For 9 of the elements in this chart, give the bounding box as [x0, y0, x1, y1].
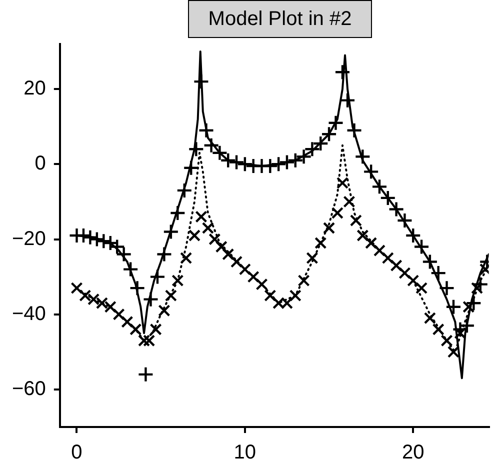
- chart-title: Model Plot in #2: [188, 0, 372, 38]
- y-tick-label: 20: [24, 78, 46, 100]
- x-tick-label: 20: [402, 442, 424, 464]
- x-tick-label: 0: [71, 442, 82, 464]
- y-tick-label: −20: [12, 228, 46, 250]
- x-tick-label: 10: [234, 442, 256, 464]
- y-tick-label: −60: [12, 378, 46, 400]
- y-tick-label: 0: [34, 152, 46, 175]
- y-tick-label: −40: [12, 302, 46, 325]
